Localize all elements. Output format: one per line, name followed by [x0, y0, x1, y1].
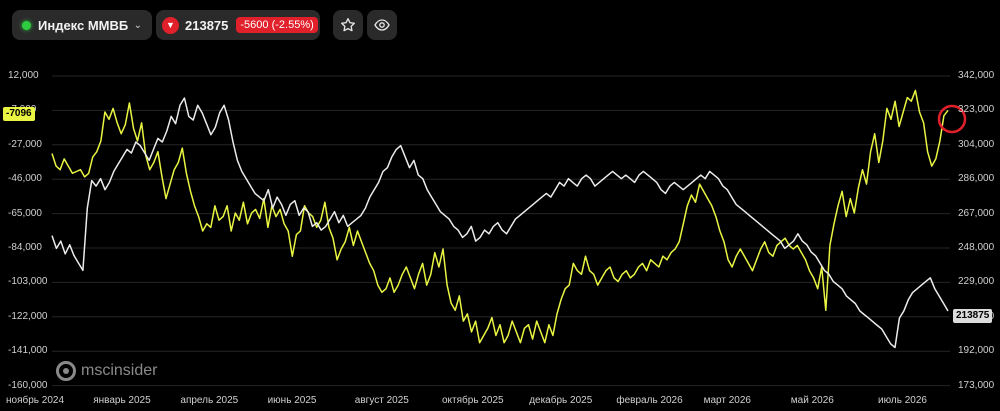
left-axis-tick-label: -84,000: [8, 242, 42, 253]
price-down-icon: ▼: [162, 16, 179, 34]
right-axis-tick-label: 286,000: [958, 173, 995, 185]
right-axis-tick-label: 342,000: [958, 70, 995, 81]
series-line-right: [51, 97, 949, 349]
left-axis-tick-label: -46,000: [8, 173, 42, 185]
brand-watermark: msc insider: [56, 361, 157, 381]
left-axis-tick-label: 12,000: [8, 70, 39, 81]
chevron-down-icon: ⌄: [133, 19, 142, 31]
watermark-suffix: insider: [110, 362, 158, 379]
favorite-button[interactable]: [333, 10, 363, 40]
x-axis-tick-label: июль 2026: [878, 395, 927, 406]
last-price: 213875: [185, 17, 229, 33]
chart-toolbar: Индекс ММВБ ⌄ ▼ 213875 -5600 (-2.55%): [0, 0, 1000, 52]
left-axis-tick-label: -65,000: [8, 207, 42, 219]
eye-icon: [374, 19, 390, 31]
left-axis-tick-label: -27,000: [8, 138, 42, 150]
instrument-selector[interactable]: Индекс ММВБ ⌄: [12, 10, 152, 40]
market-status-indicator: [22, 20, 31, 30]
x-axis-tick-label: июнь 2025: [267, 395, 317, 406]
right-last-value-flag: 213875: [953, 309, 993, 323]
watermark-prefix: msc: [81, 362, 111, 379]
price-change-badge: -5600 (-2.55%): [236, 17, 318, 33]
x-axis-tick-label: декабрь 2025: [529, 395, 593, 406]
right-axis-tick-label: 267,000: [958, 207, 995, 219]
x-axis-tick-label: ноябрь 2024: [6, 395, 65, 406]
right-axis-tick-label: 229,000: [958, 276, 995, 288]
left-axis-tick-label: -122,000: [8, 310, 48, 322]
highlight-marker: [937, 104, 967, 134]
x-axis-tick-label: март 2026: [703, 395, 751, 406]
x-axis-tick-label: август 2025: [354, 395, 409, 406]
left-axis-tick-label: -141,000: [8, 345, 48, 357]
right-axis-tick-label: 323,000: [958, 104, 995, 116]
x-axis-tick-label: октябрь 2025: [442, 395, 504, 406]
instrument-name: Индекс ММВБ: [38, 17, 129, 33]
left-last-value-flag: -7096: [3, 107, 35, 121]
x-axis-tick-label: январь 2025: [93, 395, 151, 406]
x-axis-tick-label: апрель 2025: [180, 395, 239, 406]
msc-logo-icon: [56, 361, 76, 381]
right-axis-tick-label: 304,000: [958, 138, 995, 150]
right-axis-tick-label: 173,000: [958, 379, 995, 391]
watch-button[interactable]: [367, 10, 397, 40]
quote-summary: ▼ 213875 -5600 (-2.55%): [156, 10, 320, 40]
right-axis-tick-label: 192,000: [958, 345, 995, 357]
left-axis-tick-label: -160,000: [8, 379, 48, 391]
series-line-left: [51, 89, 949, 344]
x-axis-tick-label: май 2026: [790, 395, 834, 406]
right-axis-tick-label: 248,000: [958, 242, 995, 253]
left-axis-tick-label: -103,000: [8, 276, 48, 288]
x-axis-tick-label: февраль 2026: [616, 395, 683, 406]
star-icon: [341, 18, 355, 32]
